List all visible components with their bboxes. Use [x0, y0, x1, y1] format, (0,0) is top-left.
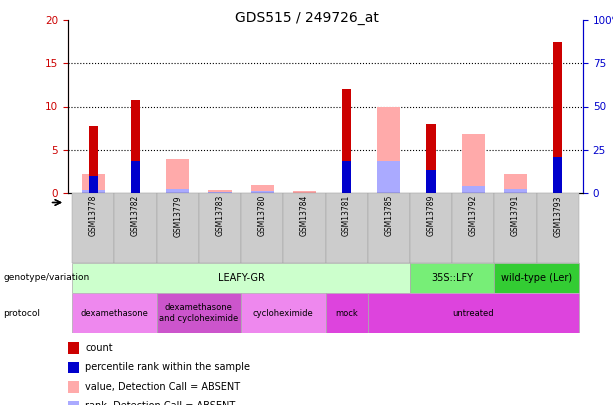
- Bar: [241, 293, 326, 333]
- Text: GSM13779: GSM13779: [173, 195, 182, 237]
- Text: GSM13792: GSM13792: [469, 195, 478, 237]
- Bar: [494, 263, 579, 293]
- Text: wild-type (Ler): wild-type (Ler): [501, 273, 572, 283]
- Text: 35S::LFY: 35S::LFY: [431, 273, 473, 283]
- Text: GSM13785: GSM13785: [384, 195, 394, 237]
- Text: GSM13778: GSM13778: [89, 195, 98, 237]
- Bar: [131, 161, 140, 193]
- Bar: [251, 191, 274, 193]
- Text: GSM13789: GSM13789: [427, 195, 435, 237]
- Bar: [326, 293, 368, 333]
- Text: value, Detection Call = ABSENT: value, Detection Call = ABSENT: [85, 382, 240, 392]
- Text: GSM13791: GSM13791: [511, 195, 520, 237]
- Bar: [82, 174, 105, 193]
- Bar: [115, 193, 157, 263]
- Bar: [368, 293, 579, 333]
- Bar: [241, 193, 283, 263]
- Bar: [326, 193, 368, 263]
- Bar: [553, 157, 562, 193]
- Bar: [427, 124, 436, 193]
- Bar: [72, 263, 410, 293]
- Bar: [504, 189, 527, 193]
- Text: rank, Detection Call = ABSENT: rank, Detection Call = ABSENT: [85, 401, 235, 405]
- Bar: [166, 159, 189, 193]
- Bar: [504, 174, 527, 193]
- Bar: [494, 193, 536, 263]
- Bar: [208, 192, 232, 193]
- Bar: [553, 42, 562, 193]
- Text: GSM13782: GSM13782: [131, 195, 140, 237]
- Bar: [157, 193, 199, 263]
- Bar: [452, 193, 494, 263]
- Text: dexamethasone: dexamethasone: [80, 309, 148, 318]
- Bar: [131, 100, 140, 193]
- Bar: [368, 193, 410, 263]
- Bar: [427, 170, 436, 193]
- Text: count: count: [85, 343, 113, 353]
- Bar: [462, 186, 485, 193]
- Text: GSM13783: GSM13783: [215, 195, 224, 237]
- Text: GSM13780: GSM13780: [257, 195, 267, 237]
- Bar: [462, 134, 485, 193]
- Bar: [72, 293, 157, 333]
- Text: GSM13793: GSM13793: [553, 195, 562, 237]
- Bar: [157, 293, 241, 333]
- Text: LEAFY-GR: LEAFY-GR: [218, 273, 265, 283]
- Bar: [82, 190, 105, 193]
- Bar: [536, 193, 579, 263]
- Bar: [410, 263, 494, 293]
- Bar: [251, 185, 274, 193]
- Bar: [342, 161, 351, 193]
- Bar: [283, 193, 326, 263]
- Text: genotype/variation: genotype/variation: [3, 273, 89, 283]
- Bar: [72, 193, 115, 263]
- Bar: [293, 191, 316, 193]
- Bar: [166, 189, 189, 193]
- Text: mock: mock: [335, 309, 358, 318]
- Text: protocol: protocol: [3, 309, 40, 318]
- Bar: [342, 89, 351, 193]
- Bar: [89, 176, 98, 193]
- Bar: [377, 161, 400, 193]
- Text: GDS515 / 249726_at: GDS515 / 249726_at: [235, 11, 378, 26]
- Bar: [410, 193, 452, 263]
- Bar: [208, 190, 232, 193]
- Bar: [293, 192, 316, 193]
- Text: cycloheximide: cycloheximide: [253, 309, 314, 318]
- Text: GSM13781: GSM13781: [342, 195, 351, 237]
- Bar: [377, 107, 400, 193]
- Bar: [89, 126, 98, 193]
- Text: GSM13784: GSM13784: [300, 195, 309, 237]
- Text: dexamethasone
and cycloheximide: dexamethasone and cycloheximide: [159, 303, 238, 323]
- Bar: [199, 193, 241, 263]
- Text: untreated: untreated: [452, 309, 494, 318]
- Text: percentile rank within the sample: percentile rank within the sample: [85, 362, 250, 373]
